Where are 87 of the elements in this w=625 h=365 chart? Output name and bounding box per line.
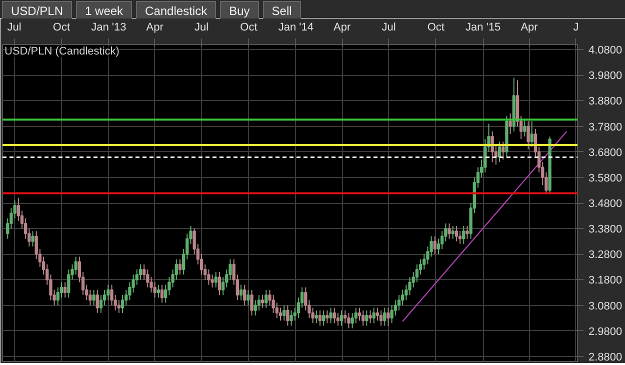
candlestick: [146, 268, 150, 288]
candlestick: [56, 286, 60, 306]
x-tick-label: Apr: [334, 22, 351, 34]
x-tick-label: Oct: [427, 22, 444, 34]
x-tick-label: Oct: [52, 22, 70, 34]
candlestick: [433, 236, 436, 255]
candlestick: [74, 256, 78, 276]
candlestick: [508, 113, 512, 134]
x-tick-label: Jan '14: [278, 22, 314, 34]
text: USD/PLN: [2, 1, 72, 22]
candlestick: [67, 268, 70, 298]
candlestick: [365, 310, 368, 326]
candlestick: [350, 312, 354, 329]
candlestick: [318, 310, 322, 326]
candlestick: [448, 222, 451, 240]
y-tick-label: 3.4800: [588, 198, 622, 210]
candlestick: [243, 284, 246, 306]
candlestick: [250, 289, 254, 316]
candlestick: [362, 310, 365, 326]
candlestick: [451, 226, 454, 240]
candlestick: [282, 304, 286, 322]
x-tick-label: Jan '13: [91, 22, 126, 34]
y-tick-label: 3.9800: [588, 70, 622, 82]
candlestick: [523, 118, 526, 138]
candlestick: [379, 310, 383, 326]
candlestick: [383, 307, 386, 326]
x-tick-label: Apr: [520, 22, 538, 34]
candlestick: [260, 294, 264, 308]
candlestick: [386, 307, 390, 326]
y-tick-label: 2.9800: [588, 326, 622, 338]
x-tick-label: Jul: [7, 22, 22, 34]
candlestick: [239, 284, 243, 301]
candlestick: [502, 141, 505, 160]
text: Candlestick: [136, 1, 216, 22]
candlestick: [336, 312, 340, 326]
candlestick: [368, 310, 372, 324]
x-tick-label: Jul: [382, 22, 396, 34]
candlestick: [466, 226, 469, 240]
x-tick-label: Oct: [240, 22, 258, 34]
candlestick: [290, 310, 293, 326]
candlestick: [92, 289, 96, 306]
candlestick: [88, 289, 92, 306]
candlestick: [178, 258, 182, 276]
candlestick: [314, 310, 318, 324]
candlestick: [246, 289, 250, 306]
candlestick: [498, 141, 502, 163]
y-tick-label: 3.8800: [588, 96, 622, 108]
y-tick-label: 3.0800: [588, 300, 622, 312]
x-tick-label: Jan '15: [466, 22, 501, 34]
candlestick: [526, 120, 530, 150]
candlestick: [214, 272, 218, 288]
x-tick-label: J: [573, 22, 579, 34]
candlestick: [207, 268, 210, 286]
y-tick-label: 3.6800: [588, 146, 622, 159]
candlestick: [160, 284, 164, 304]
candlestick: [347, 312, 350, 329]
candlestick: [462, 226, 466, 244]
candlestick: [530, 120, 534, 148]
candlestick: [264, 289, 268, 308]
candlestick: [64, 282, 67, 298]
candlestick: [322, 310, 326, 326]
y-tick-label: 2.8800: [588, 351, 622, 364]
x-tick-label: Apr: [146, 22, 164, 34]
text: Sell: [262, 1, 301, 22]
text: 1 week: [76, 1, 132, 22]
text: Buy: [220, 1, 259, 22]
candlestick: [358, 307, 362, 322]
candlestick: [286, 304, 290, 326]
candlestick: [156, 284, 160, 298]
candlestick: [340, 310, 344, 326]
candlestick: [329, 307, 332, 324]
y-tick-label: 3.2800: [588, 249, 622, 262]
candlestick: [372, 307, 376, 324]
candlestick: [96, 289, 99, 314]
y-tick-label: 3.3800: [588, 224, 622, 236]
y-tick-label: 3.7800: [588, 121, 622, 134]
x-tick-label: Jul: [194, 22, 209, 34]
candlestick: [218, 272, 222, 296]
candlestick: [376, 307, 380, 322]
candlestick: [326, 310, 329, 324]
y-tick-label: 3.1800: [588, 274, 622, 287]
candlestick: [332, 307, 336, 324]
y-tick-label: 3.5800: [588, 172, 622, 184]
y-tick-label: 4.0800: [588, 44, 622, 57]
candlestick: [31, 230, 34, 247]
chart-title: USD/PLN (Candlestick): [4, 46, 120, 58]
candlestick: [454, 226, 458, 242]
